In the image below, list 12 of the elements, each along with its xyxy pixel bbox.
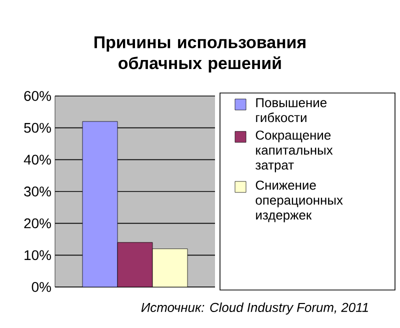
legend-label: Сокращение капитальных затрат	[256, 130, 333, 172]
y-tick-label: 50%	[24, 122, 51, 133]
y-tick-label: 20%	[24, 218, 51, 228]
text: Источник: Cloud Industry Forum, 2011	[141, 302, 368, 315]
y-tick-label: 40%	[24, 154, 51, 165]
chart-title: Причины использования облачных решений	[94, 36, 306, 73]
y-tick-label: 10%	[24, 250, 51, 260]
legend-label: Снижение операционных издержек	[256, 180, 343, 222]
y-tick-label: 60%	[24, 91, 51, 101]
y-tick-label: 0%	[32, 282, 51, 292]
y-tick-label: 30%	[24, 186, 51, 196]
legend-label: Повышение гибкости	[256, 98, 327, 122]
